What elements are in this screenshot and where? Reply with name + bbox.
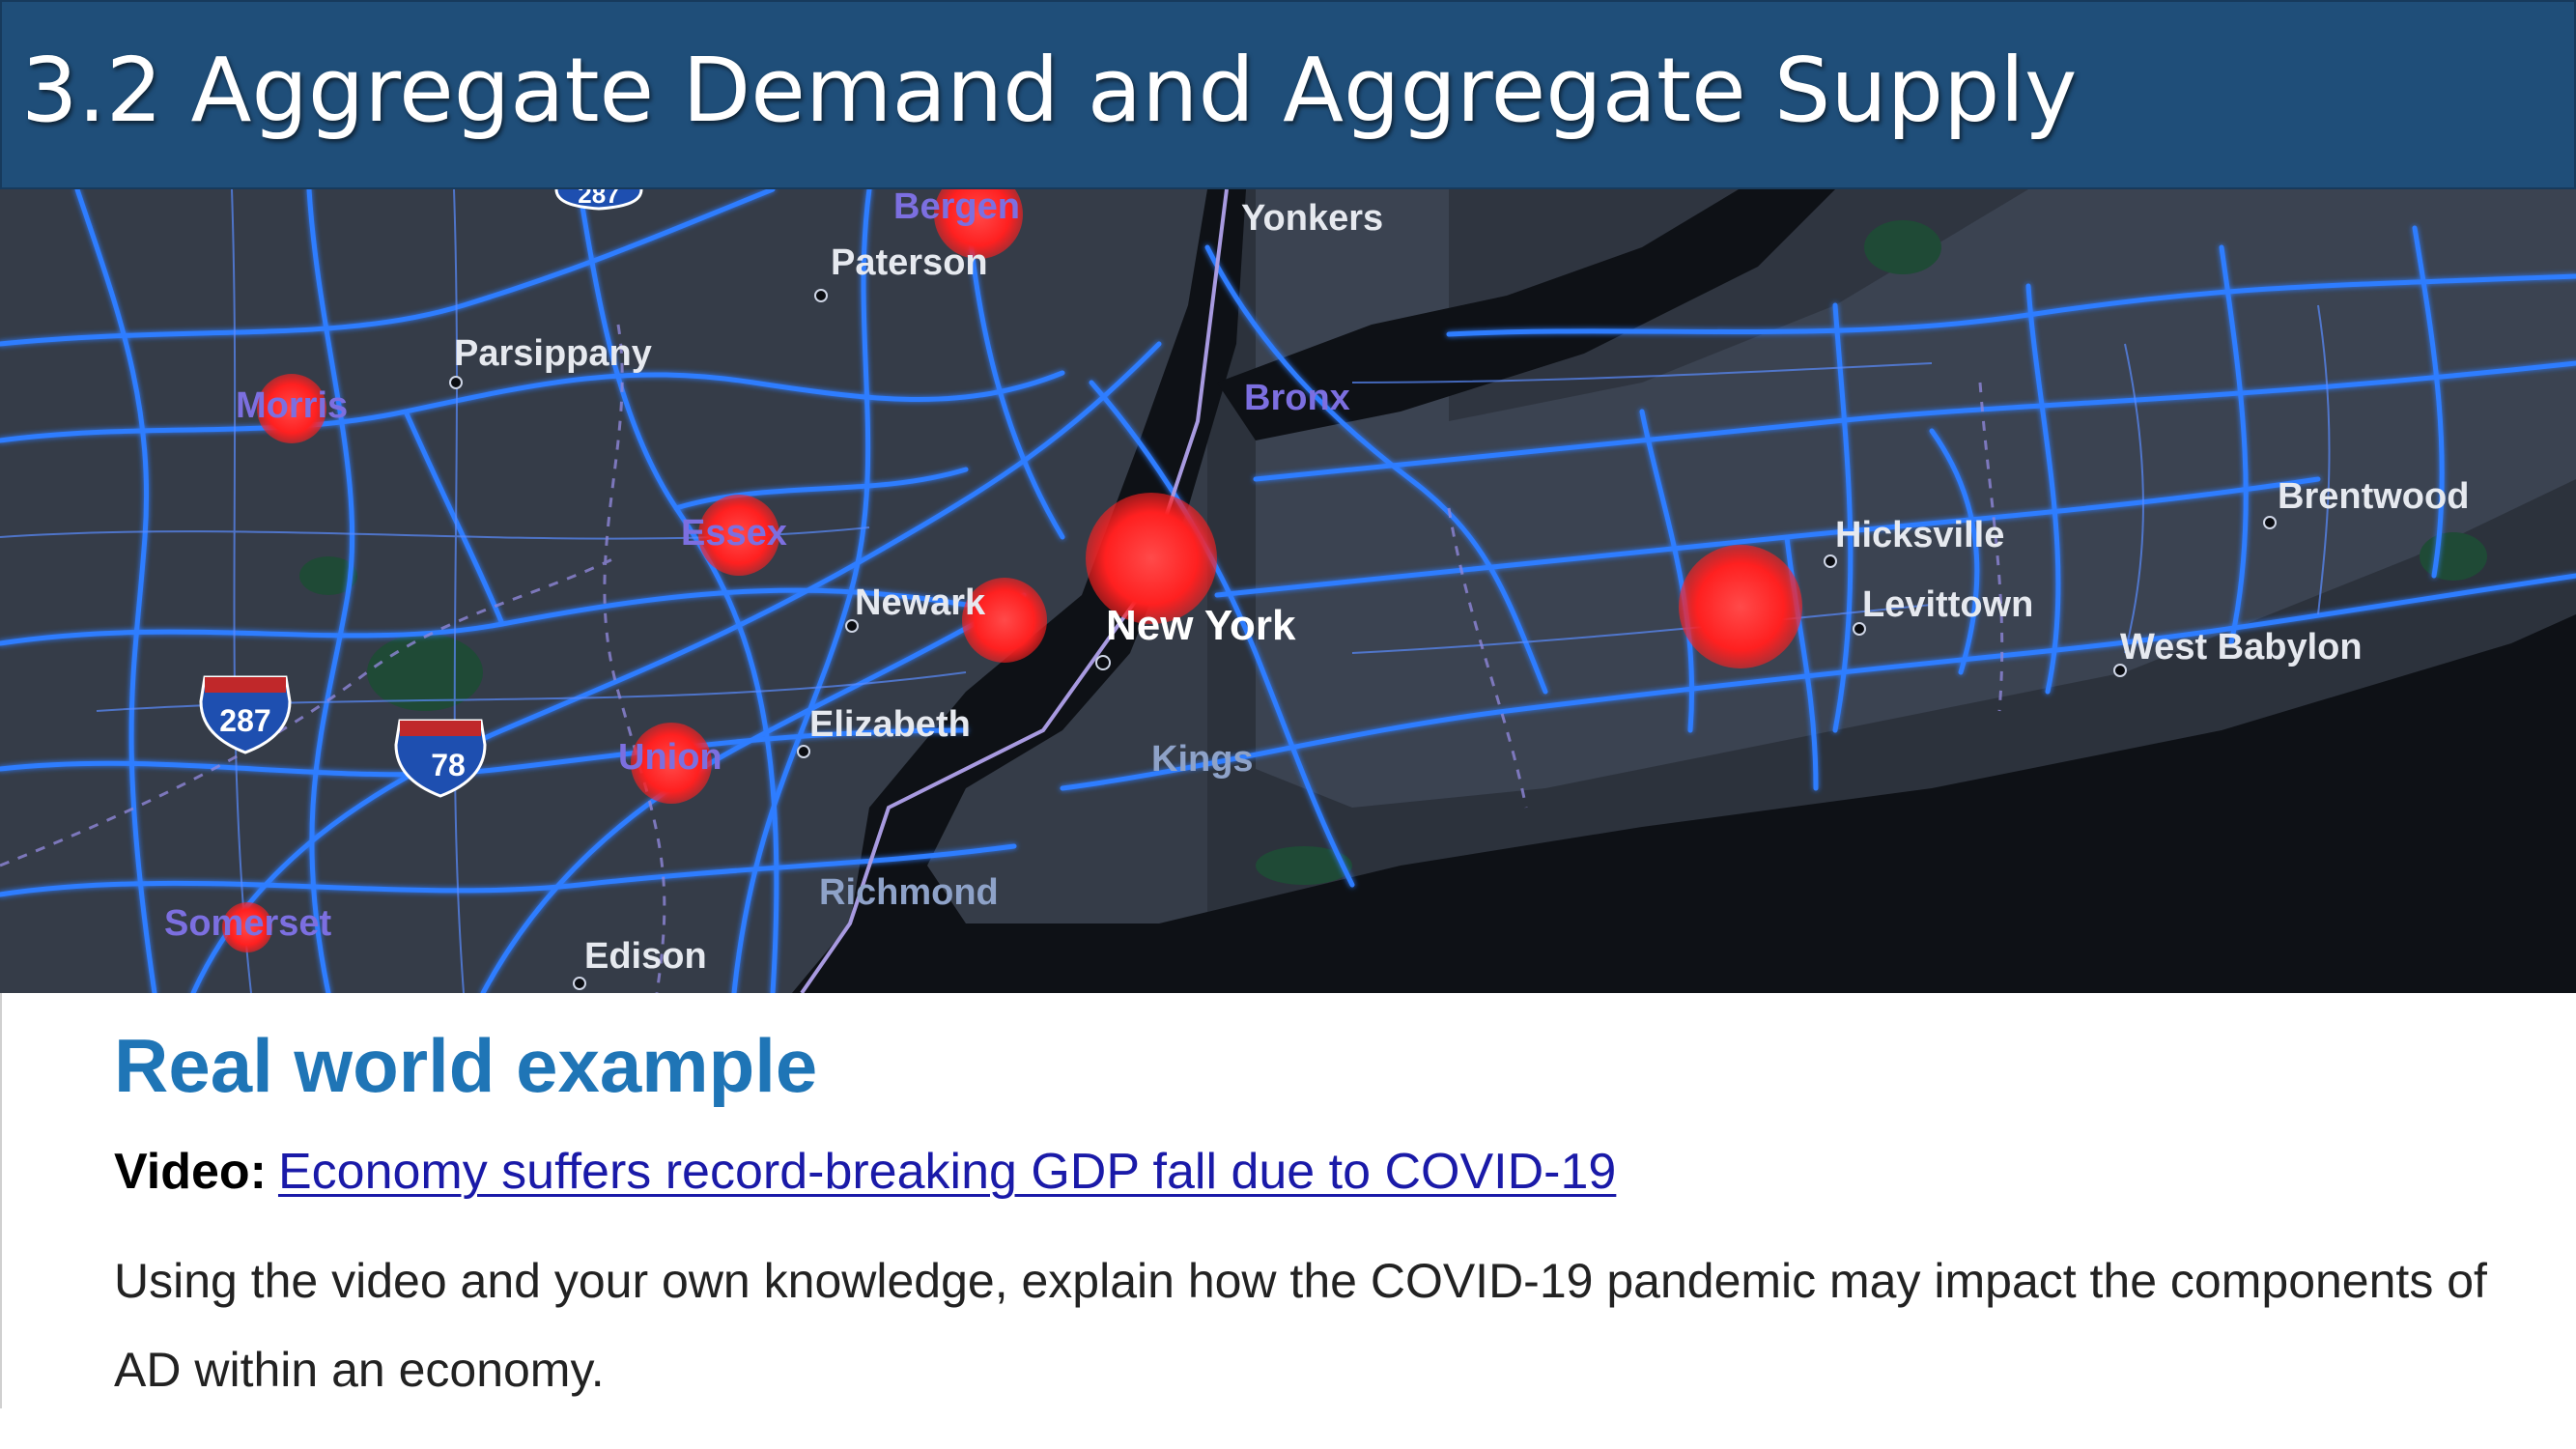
hotspot-new-york [1086,493,1217,624]
slide-title-bar: 3.2 Aggregate Demand and Aggregate Suppl… [0,0,2576,189]
map-svg: 287 78 287 Bergen Yonkers Paterson Parsi… [0,189,2576,993]
label-bronx: Bronx [1244,378,1350,418]
label-richmond: Richmond [819,872,999,913]
label-kings: Kings [1151,739,1254,780]
question-paragraph: Using the video and your own knowledge, … [114,1254,2487,1397]
label-bergen: Bergen [893,189,1020,227]
hotspot-somerset [222,902,272,952]
slide-title: 3.2 Aggregate Demand and Aggregate Suppl… [21,39,2078,142]
label-brentwood: Brentwood [2278,476,2469,517]
label-essex: Essex [681,513,787,554]
roads [0,189,2576,993]
interstate-78-shield: 78 [394,719,487,798]
content-border [0,993,2,1408]
label-new-york: New York [1106,602,1296,649]
map-image: 287 78 287 Bergen Yonkers Paterson Parsi… [0,189,2576,993]
label-newark: Newark [855,582,986,623]
video-label: Video: [114,1144,267,1200]
interstate-287-shield: 287 [199,675,292,754]
hotspot-newark [962,578,1047,663]
label-union: Union [618,737,722,778]
hotspot-essex [698,495,779,576]
video-line: Video: Economy suffers record-breaking GD… [114,1143,1616,1201]
water-harbor [0,189,2576,993]
label-west-babylon: West Babylon [2120,627,2363,668]
label-edison: Edison [584,936,707,977]
shield-top-text: 287 [578,189,619,209]
label-morris: Morris [236,385,348,426]
hotspot-union [631,723,712,804]
map-labels: Bergen Yonkers Paterson Parsippany Morri… [164,189,2469,977]
state-border [800,189,1229,993]
label-somerset: Somerset [164,903,332,944]
county-borders [0,324,2004,993]
city-dots [449,289,2277,990]
hotspot-morris [257,374,326,443]
hotspot-bergen [934,189,1023,259]
label-parsippany: Parsippany [454,333,652,374]
hotspot-nassau [1679,545,1802,668]
label-levittown: Levittown [1862,584,2033,625]
video-link[interactable]: Economy suffers record-breaking GDP fall… [277,1144,1617,1200]
shield-287-text: 287 [219,703,270,738]
covid-hotspots [222,189,1802,952]
label-paterson: Paterson [831,242,988,283]
section-heading: Real world example [114,1023,818,1108]
label-elizabeth: Elizabeth [809,704,971,745]
east-river [1217,189,1835,440]
content-area: Real world example Video: Economy suffers… [0,993,2576,1449]
label-yonkers: Yonkers [1241,198,1383,239]
shield-78-text: 78 [431,748,466,782]
label-hicksville: Hicksville [1835,515,2004,555]
interstate-top-shield: 287 [554,189,643,211]
